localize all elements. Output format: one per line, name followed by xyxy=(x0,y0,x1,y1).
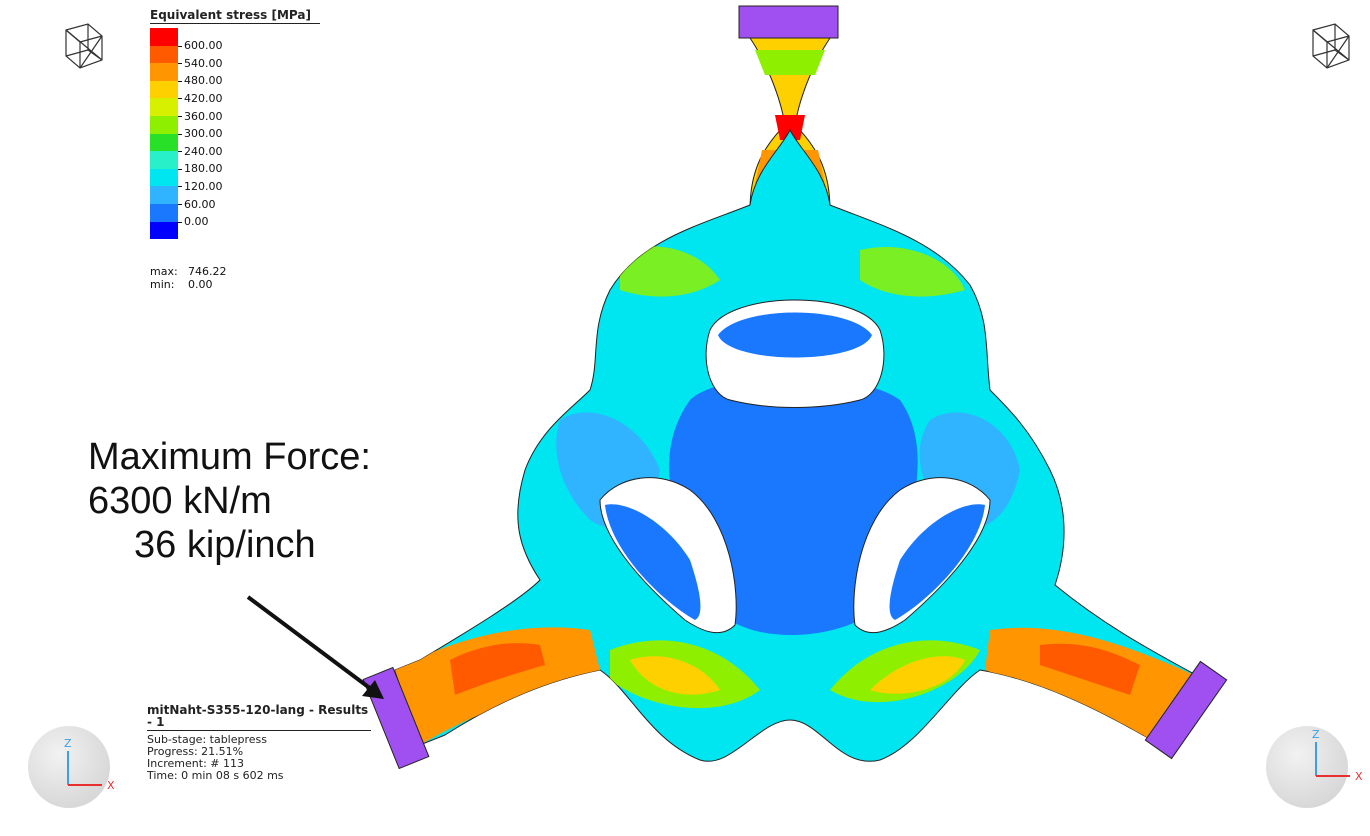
annotation-arrow-line xyxy=(246,595,377,694)
stress-legend: Equivalent stress [MPa] 600.00 540.00 480.… xyxy=(150,8,320,240)
view-cube-right-icon[interactable] xyxy=(1305,20,1359,74)
substage-text: Sub-stage: tablepress xyxy=(147,733,267,746)
triad-z-label-right: Z xyxy=(1312,728,1320,741)
triad-x-label-right: X xyxy=(1355,770,1363,783)
legend-tick-label: 480.00 xyxy=(178,75,223,86)
legend-tick-label: 420.00 xyxy=(178,93,223,104)
triad-z-label-left: Z xyxy=(64,737,72,750)
min-value: 0.00 xyxy=(188,278,213,291)
legend-tick-label: 180.00 xyxy=(178,163,223,174)
legend-swatch xyxy=(150,133,178,152)
green-band-upper-right xyxy=(860,246,965,297)
results-title: mitNaht-S355-120-lang - Results - 1 xyxy=(147,704,371,731)
legend-tick-label: 540.00 xyxy=(178,58,223,69)
legend-swatch xyxy=(150,116,178,134)
max-label: max: xyxy=(150,265,178,278)
axis-triad-right-icon: Z X xyxy=(1312,728,1363,783)
orientation-sphere-right[interactable] xyxy=(1266,726,1348,808)
view-cube-icon[interactable] xyxy=(58,20,112,74)
legend-tick-label: 600.00 xyxy=(178,40,223,51)
legend-swatch xyxy=(150,151,178,169)
left-arm-high-stress xyxy=(450,643,545,695)
results-info: mitNaht-S355-120-lang - Results - 1 Sub-… xyxy=(147,704,371,782)
annotation-line1: Maximum Force: xyxy=(88,436,371,478)
legend-colorbar: 600.00 540.00 480.00 420.00 360.00 300.00 240.… xyxy=(150,28,320,240)
legend-tick-label: 360.00 xyxy=(178,111,223,122)
legend-title: Equivalent stress [MPa] xyxy=(150,8,320,24)
legend-swatch xyxy=(150,98,178,116)
legend-swatch xyxy=(150,80,178,99)
right-arm-high-stress xyxy=(1040,643,1140,695)
legend-tick-label: 240.00 xyxy=(178,146,223,157)
annotation-line2: 6300 kN/m xyxy=(88,480,272,522)
green-band-upper-left xyxy=(620,246,720,297)
increment-text: Increment: # 113 xyxy=(147,757,244,770)
right-load-plate xyxy=(1144,660,1228,760)
legend-extremes: max: 746.22 min: 0.00 xyxy=(150,265,227,291)
top-load-plate xyxy=(738,5,839,39)
legend-swatch xyxy=(150,186,178,204)
yellow-bottom-left xyxy=(630,656,720,695)
axis-triad-left-icon: Z X xyxy=(64,737,115,792)
right-hole-shadow xyxy=(889,504,985,620)
legend-swatch xyxy=(150,204,178,222)
legend-swatch xyxy=(150,221,178,240)
legend-swatch xyxy=(150,63,178,81)
yellow-bottom-right xyxy=(870,656,965,694)
legend-swatch xyxy=(150,45,178,64)
min-label: min: xyxy=(150,278,175,291)
legend-tick-label: 0.00 xyxy=(178,216,209,227)
annotation-line3: 36 kip/inch xyxy=(134,524,316,566)
legend-tick-label: 300.00 xyxy=(178,128,223,139)
legend-tick-label: 120.00 xyxy=(178,181,223,192)
force-annotation: Maximum Force: 6300 kN/m 36 kip/inch xyxy=(88,435,371,567)
annotation-arrow-head xyxy=(362,680,384,699)
max-value: 746.22 xyxy=(188,265,227,278)
neck-green-zone xyxy=(755,50,825,75)
top-hole-shadow xyxy=(718,312,872,358)
legend-swatch xyxy=(150,168,178,187)
left-arm-stress xyxy=(395,627,600,745)
legend-swatch xyxy=(150,28,178,46)
left-hole-shadow xyxy=(605,504,701,620)
neck-red-zone xyxy=(775,115,805,140)
triad-x-label-left: X xyxy=(107,779,115,792)
legend-tick-label: 60.00 xyxy=(178,199,216,210)
progress-text: Progress: 21.51% xyxy=(147,745,244,758)
time-text: Time: 0 min 08 s 602 ms xyxy=(147,769,284,782)
